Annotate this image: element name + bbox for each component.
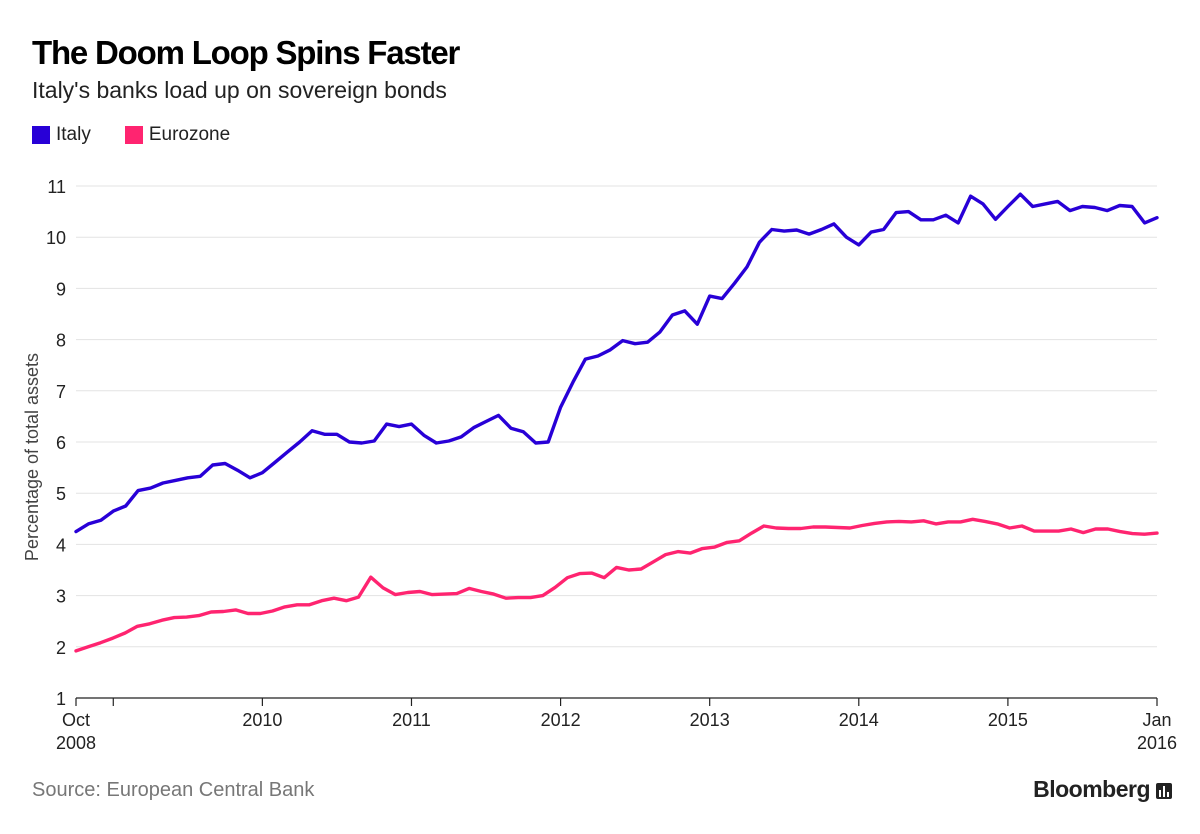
series-line-italy bbox=[74, 192, 1159, 534]
legend-item-italy: Italy bbox=[32, 124, 91, 146]
legend-label-eurozone: Eurozone bbox=[148, 124, 231, 145]
y-tick-label: 2 bbox=[56, 638, 66, 658]
series-line-eurozone bbox=[74, 517, 1159, 653]
y-tick-label: 6 bbox=[56, 433, 66, 453]
x-tick-label-year: 2016 bbox=[1137, 733, 1177, 753]
chart-title: The Doom Loop Spins Faster bbox=[32, 34, 460, 71]
legend-swatch-eurozone bbox=[124, 126, 143, 144]
x-tick-label: 2012 bbox=[541, 710, 581, 730]
y-tick-label: 11 bbox=[47, 177, 66, 197]
y-tick-label: 8 bbox=[56, 331, 66, 351]
y-tick-label: 4 bbox=[56, 535, 66, 555]
brand-logo: Bloomberg bbox=[1033, 776, 1172, 803]
legend-label-italy: Italy bbox=[56, 124, 91, 145]
y-tick-label: 7 bbox=[56, 382, 66, 402]
x-tick-label: 2013 bbox=[690, 710, 730, 730]
legend-item-eurozone: Eurozone bbox=[124, 124, 231, 146]
x-tick-label: Jan bbox=[1142, 710, 1171, 730]
y-axis-label: Percentage of total assets bbox=[22, 353, 42, 561]
y-tick-label: 10 bbox=[46, 228, 66, 248]
legend-swatch-italy bbox=[32, 126, 50, 144]
brand-name: Bloomberg bbox=[1033, 776, 1150, 802]
chart-subtitle: Italy's banks load up on sovereign bonds bbox=[32, 77, 447, 103]
x-tick-label-year: 2008 bbox=[56, 733, 96, 753]
x-tick-label: 2010 bbox=[242, 710, 282, 730]
x-tick-label: 2015 bbox=[988, 710, 1028, 730]
x-tick-label: 2011 bbox=[392, 710, 431, 730]
y-tick-label: 5 bbox=[56, 484, 66, 504]
bar-chart-icon bbox=[1156, 780, 1172, 800]
legend: Italy Eurozone bbox=[32, 124, 230, 146]
x-tick-label: Oct bbox=[62, 710, 90, 730]
source-note: Source: European Central Bank bbox=[32, 779, 315, 801]
x-tick-label: 2014 bbox=[839, 710, 879, 730]
y-tick-label: 1 bbox=[56, 689, 66, 709]
y-tick-label: 9 bbox=[56, 279, 66, 299]
y-tick-label: 3 bbox=[56, 587, 66, 607]
